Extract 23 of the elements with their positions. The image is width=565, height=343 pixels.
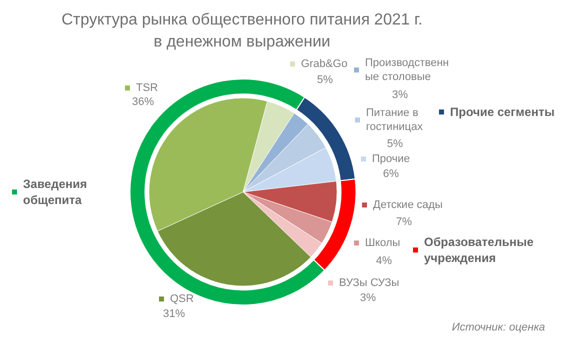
legend-label: Школы — [365, 237, 400, 249]
data-label: 3% — [392, 89, 408, 101]
legend-label: Прочие сегменты — [450, 105, 555, 119]
legend-label: Grab&Go — [301, 58, 348, 70]
legend-label: ВУЗы СУЗы — [339, 277, 400, 289]
legend-label: Прочие — [372, 153, 410, 165]
data-label: 7% — [396, 216, 412, 228]
data-label: 31% — [162, 308, 186, 320]
legend-label: Питание в гостиницах — [366, 107, 424, 133]
legend-label: Детские сады — [373, 199, 443, 211]
legend-label: Образовательные учреждения — [424, 235, 534, 265]
data-label: 4% — [376, 255, 392, 267]
data-label: 36% — [132, 96, 154, 108]
legend-label: Заведения общепита — [23, 177, 88, 207]
data-label: 5% — [387, 138, 404, 150]
legend-label: Производственные столовые — [365, 57, 449, 83]
data-label: 5% — [317, 74, 334, 86]
text: Источник: оценка — [452, 322, 545, 334]
data-label: 3% — [360, 292, 376, 304]
chart-title: Структура рынка общественного питания 2021 г. в денежном выражении — [61, 12, 423, 50]
legend-label: QSR — [170, 293, 194, 305]
data-label: 6% — [383, 168, 400, 180]
legend-label: TSR — [136, 82, 158, 94]
